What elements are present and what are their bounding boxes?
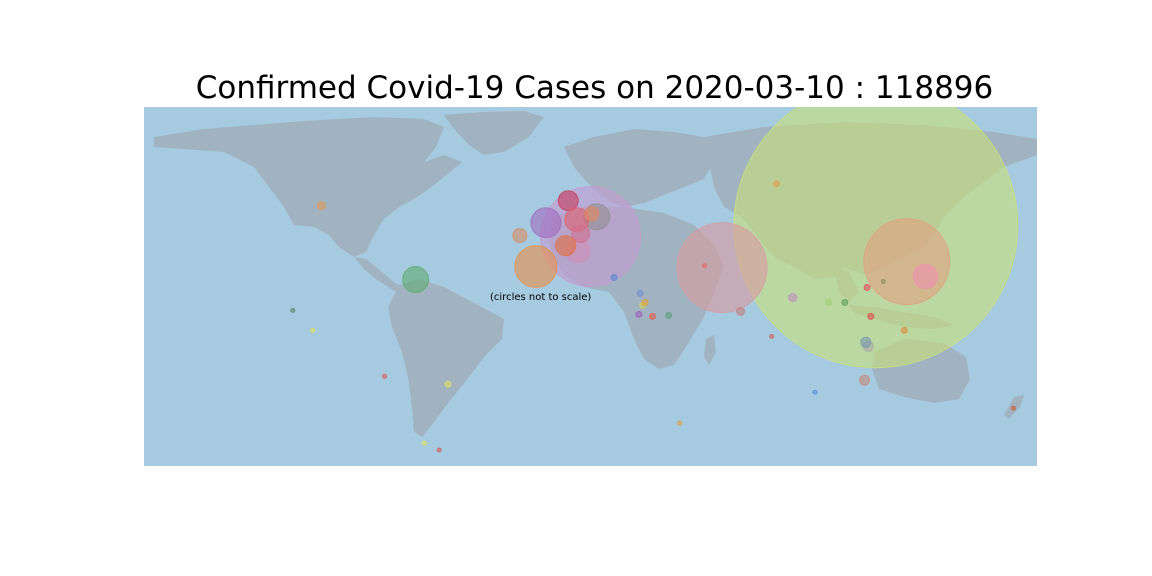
case-bubble [912,264,938,289]
case-bubble [530,207,562,239]
case-bubble [557,190,579,212]
case-bubble [880,279,886,284]
case-bubble [1010,405,1016,411]
case-bubble [444,380,452,388]
land-greenland [444,111,544,155]
case-bubble [636,290,644,297]
case-bubble [421,440,427,446]
case-bubble [635,310,643,318]
case-bubble [610,274,618,281]
land-central-america [354,257,402,293]
case-bubble [382,373,388,379]
land-south-america [388,279,504,437]
case-bubble [900,326,908,334]
case-bubble [769,333,775,339]
case-bubble [649,312,656,320]
case-bubble [867,312,875,320]
case-bubble [702,263,708,269]
land-uk [574,151,588,171]
case-bubble [316,201,326,211]
case-bubble [290,307,296,313]
case-bubble [676,222,768,314]
case-bubble [863,218,951,306]
case-bubble [436,447,442,453]
case-bubble [512,228,528,244]
case-bubble [514,245,558,289]
case-bubble [641,299,649,306]
case-bubble [812,389,818,395]
case-bubble [859,374,871,386]
case-bubble [555,235,577,257]
case-bubble [788,293,798,302]
land-north-america [154,117,462,257]
case-bubble [402,266,430,293]
case-bubble [825,299,833,306]
case-bubble [677,420,683,426]
land-madagascar [704,335,716,365]
case-bubble [665,311,673,319]
case-bubble [571,224,591,244]
case-bubble [863,284,871,291]
case-bubble [736,306,746,316]
case-bubble [310,327,316,333]
case-bubble [841,299,849,306]
figure-title: Confirmed Covid-19 Cases on 2020-03-10 :… [195,70,994,106]
case-bubble [773,180,780,188]
case-bubble [584,206,600,222]
case-bubbles [290,107,1019,453]
world-map [144,107,1037,466]
map-note: (circles not to scale) [490,292,592,303]
case-bubble [860,336,872,348]
